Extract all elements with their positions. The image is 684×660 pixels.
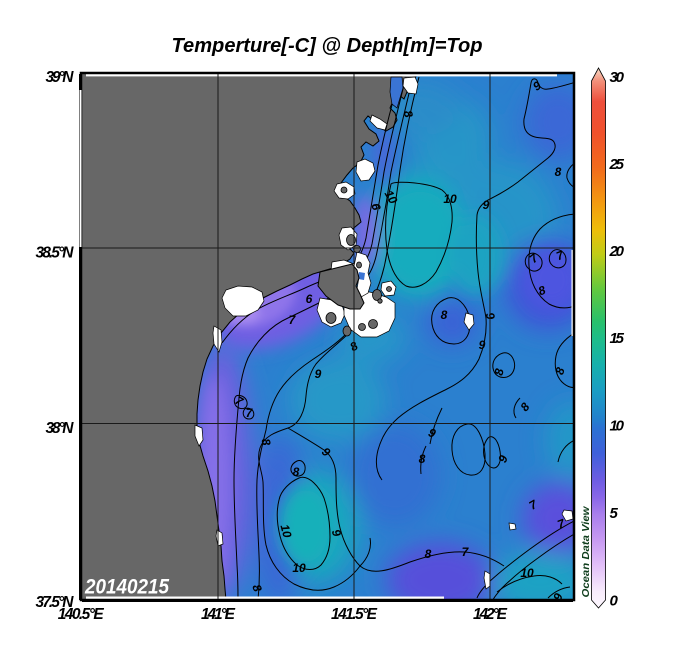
svg-text:9: 9 (426, 425, 437, 441)
svg-text:7: 7 (289, 313, 297, 327)
svg-text:37.5°N: 37.5°N (36, 594, 75, 611)
svg-text:9: 9 (315, 367, 322, 381)
svg-text:15: 15 (610, 330, 625, 347)
svg-text:8: 8 (492, 367, 507, 376)
svg-text:142°E: 142°E (473, 606, 508, 623)
svg-text:9: 9 (550, 591, 566, 602)
svg-text:0: 0 (610, 593, 619, 610)
svg-text:8: 8 (552, 365, 568, 376)
svg-text:10: 10 (292, 561, 306, 575)
svg-text:20: 20 (609, 243, 625, 260)
svg-text:10: 10 (382, 188, 401, 207)
svg-text:9: 9 (495, 453, 511, 464)
svg-text:8: 8 (259, 437, 274, 446)
svg-text:9: 9 (479, 338, 486, 352)
svg-text:8: 8 (293, 465, 300, 479)
svg-text:25: 25 (609, 156, 625, 173)
svg-text:38°N: 38°N (46, 420, 75, 437)
svg-text:10: 10 (278, 523, 295, 540)
svg-text:8: 8 (419, 452, 426, 466)
svg-text:9: 9 (483, 198, 490, 212)
svg-text:7: 7 (246, 406, 254, 420)
svg-text:7: 7 (462, 545, 470, 559)
svg-text:10: 10 (520, 566, 534, 580)
svg-text:8: 8 (401, 109, 416, 119)
svg-text:10: 10 (610, 418, 625, 435)
svg-text:Ocean Data View: Ocean Data View (581, 505, 592, 597)
svg-text:8: 8 (441, 308, 448, 322)
svg-text:8: 8 (249, 582, 265, 593)
svg-text:6: 6 (306, 292, 313, 306)
svg-text:5: 5 (610, 505, 619, 522)
svg-text:8: 8 (555, 165, 562, 179)
svg-text:140.5°E: 140.5°E (58, 606, 105, 623)
svg-text:8: 8 (536, 283, 547, 299)
svg-text:141.5°E: 141.5°E (331, 606, 378, 623)
svg-text:6: 6 (368, 202, 383, 212)
svg-text:30: 30 (610, 69, 625, 86)
svg-text:8: 8 (425, 547, 432, 561)
svg-text:39°N: 39°N (46, 69, 75, 86)
svg-text:10: 10 (443, 192, 457, 206)
svg-text:141°E: 141°E (201, 606, 236, 623)
svg-text:9: 9 (329, 527, 345, 538)
svg-text:20140215: 20140215 (84, 575, 170, 599)
svg-text:38.5°N: 38.5°N (36, 245, 75, 262)
svg-text:Temperture[-C] @ Depth[m]=Top: Temperture[-C] @ Depth[m]=Top (172, 35, 483, 57)
